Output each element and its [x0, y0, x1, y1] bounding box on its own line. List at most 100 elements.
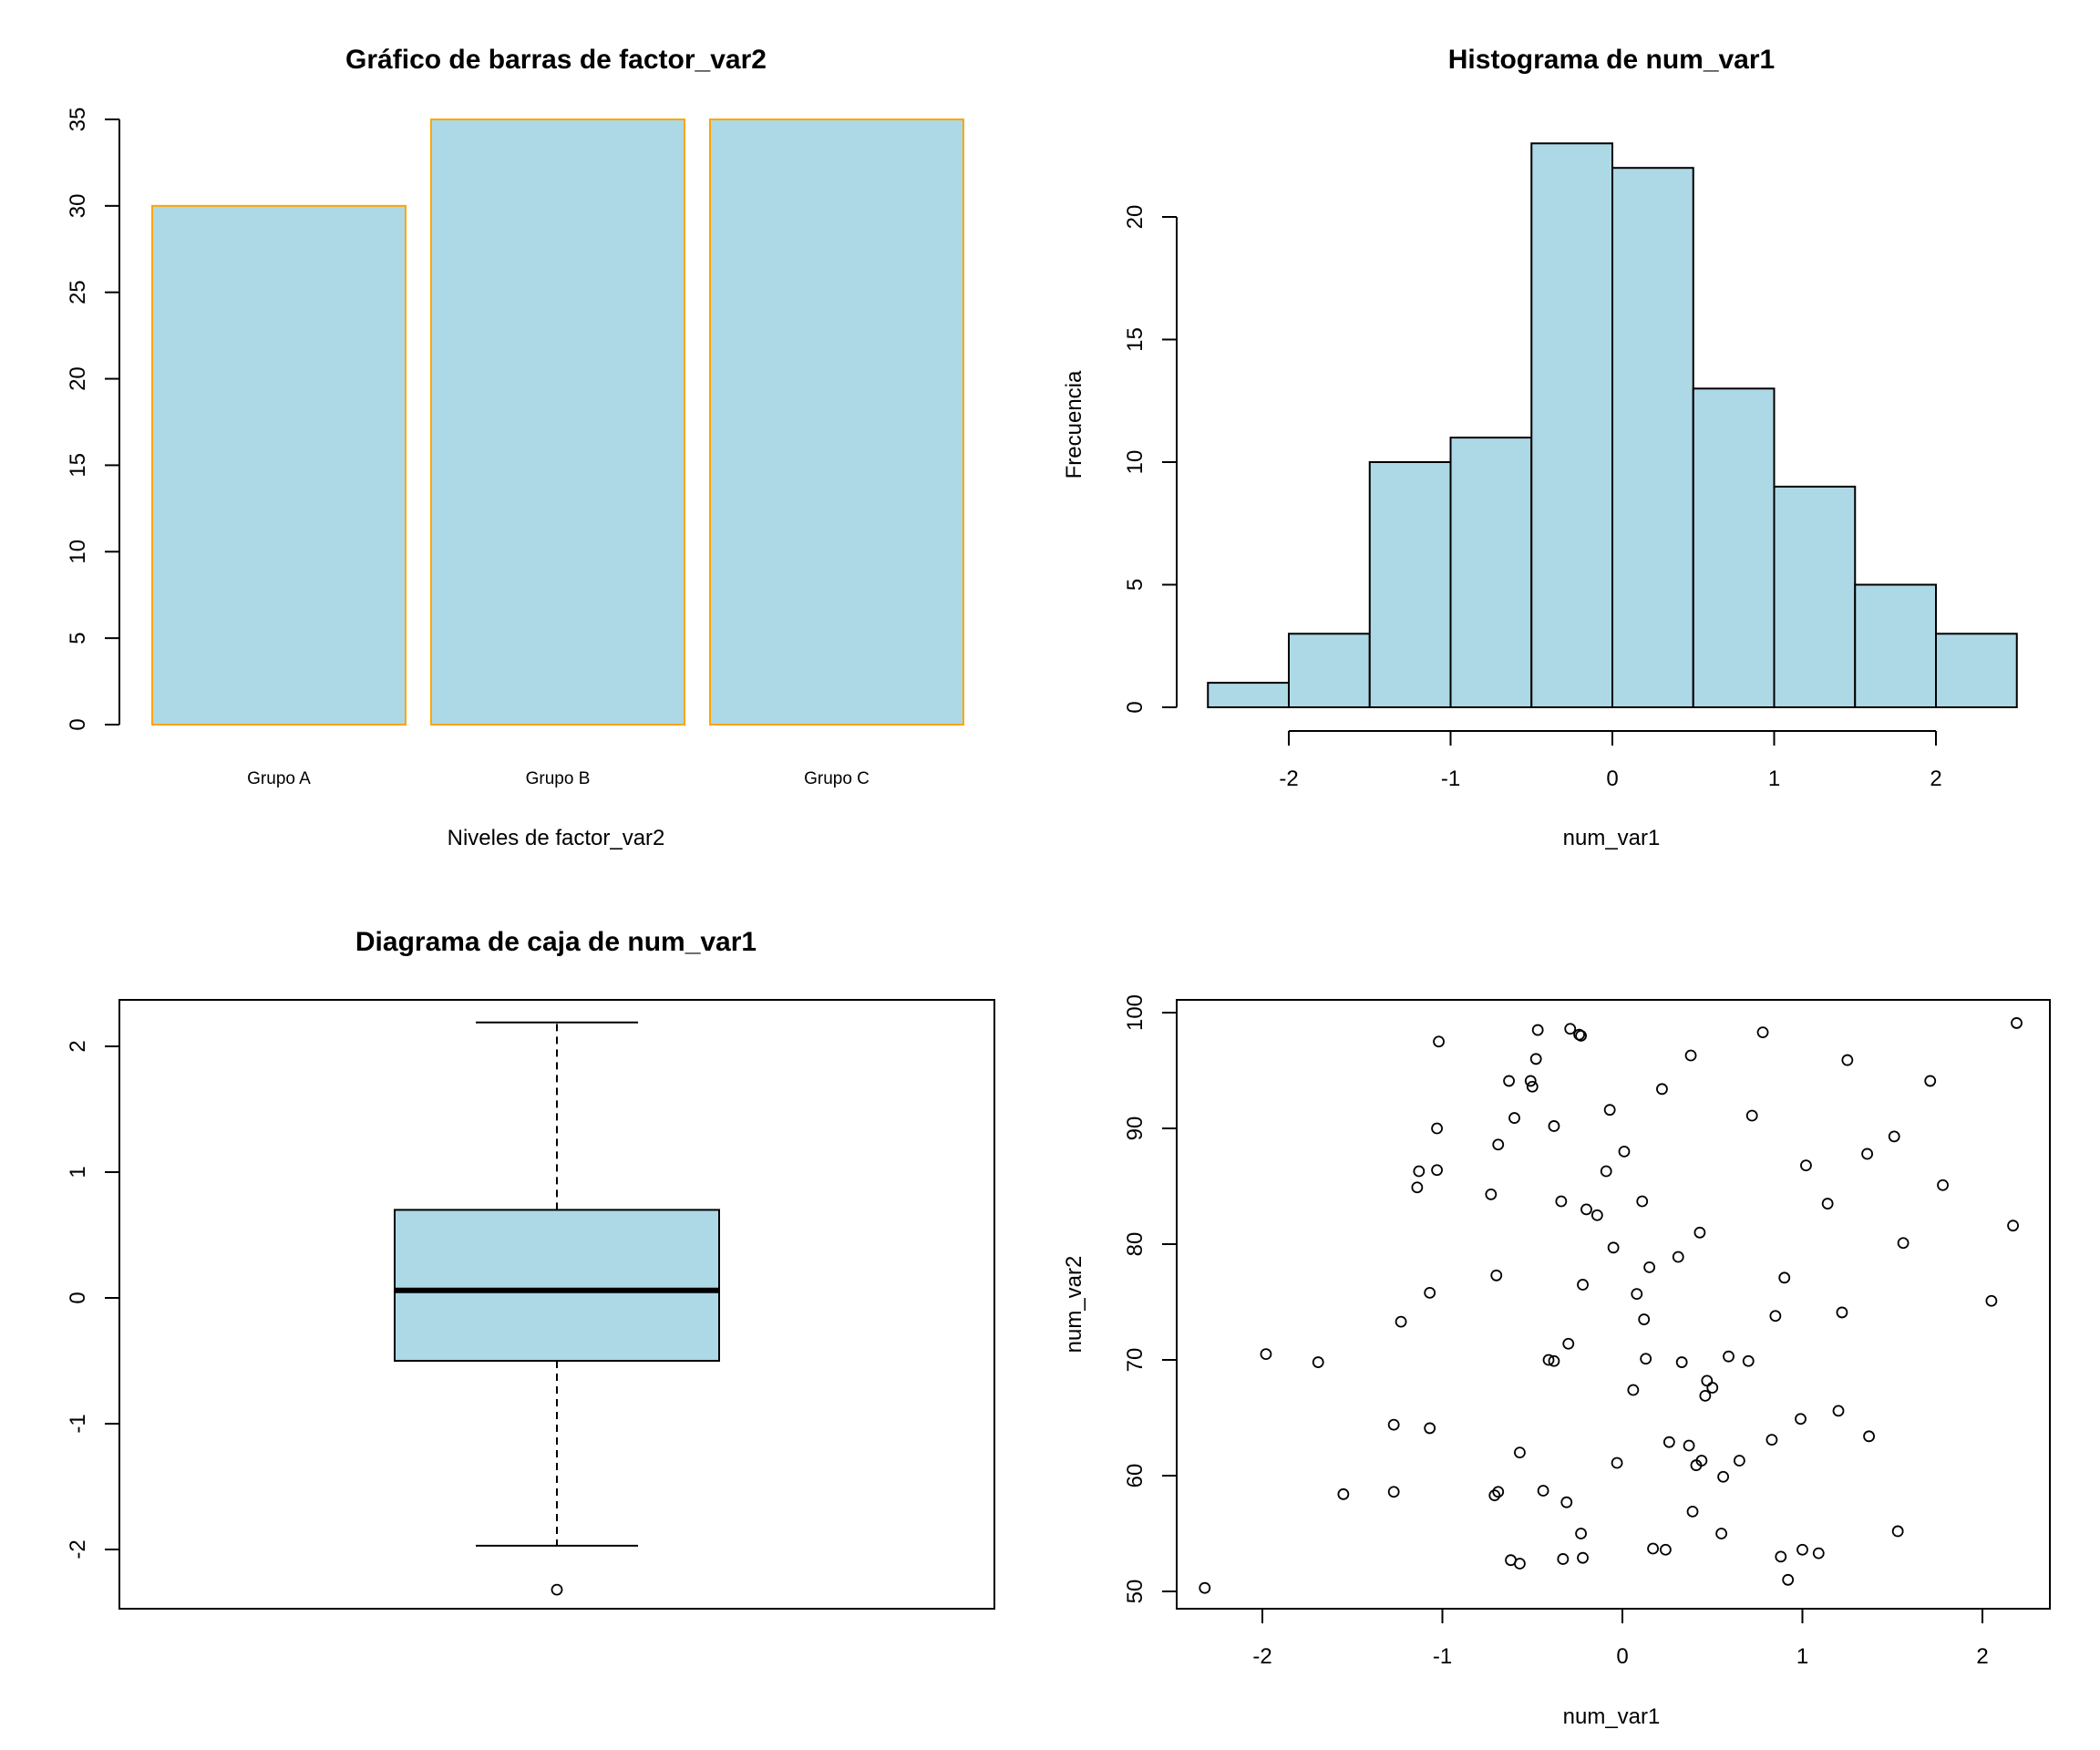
- scatter-point: [1832, 1405, 1845, 1417]
- scatter-point: [1531, 1024, 1544, 1036]
- scatter-point: [1662, 1436, 1675, 1448]
- histogram-x-tick-label: 2: [1930, 767, 1941, 791]
- histogram-y-tick-label: 5: [1123, 579, 1148, 591]
- bar-y-tick-label: 5: [66, 632, 90, 643]
- box-y-tick-label: 1: [66, 1166, 90, 1178]
- scatter-point: [1492, 1138, 1505, 1151]
- scatter-point: [1800, 1159, 1812, 1172]
- histogram-bar: [1611, 167, 1694, 708]
- scatter-point: [1529, 1053, 1542, 1065]
- histogram-bar: [1692, 387, 1776, 708]
- bar-chart-bars: [151, 118, 964, 726]
- histogram-title: Histograma de num_var1: [1448, 45, 1775, 75]
- scatter-point: [1413, 1165, 1426, 1178]
- scatter-point: [1863, 1430, 1875, 1443]
- scatter-point: [1836, 1306, 1848, 1319]
- scatter-plot-panel: -2 -1 0 1 2 50 60 70 80 90 100 num_var1 num_var2: [1062, 994, 2051, 1729]
- box-plot-title: Diagrama de caja de num_var1: [355, 927, 757, 957]
- histogram-x-tick-label: -1: [1441, 767, 1460, 791]
- scatter-point: [1647, 1542, 1659, 1555]
- scatter-point: [1524, 1075, 1537, 1087]
- scatter-point: [1607, 1241, 1620, 1254]
- box-plot-panel: Diagrama de caja de num_var1 -2 -1 0 1 2: [66, 927, 995, 1610]
- scatter-point: [1508, 1112, 1520, 1124]
- scatter-point: [1821, 1198, 1834, 1210]
- scatter-point: [1557, 1553, 1570, 1565]
- scatter-point: [1782, 1573, 1795, 1586]
- scatter-point: [1488, 1489, 1501, 1501]
- scatter-point: [1699, 1389, 1712, 1402]
- scatter-point: [1548, 1354, 1560, 1367]
- histogram-bar: [1935, 633, 2018, 708]
- scatter-point: [1695, 1455, 1708, 1467]
- scatter-point: [1924, 1075, 1937, 1087]
- scatter-y-tick-label: 80: [1123, 1232, 1148, 1257]
- histogram-bar: [1530, 142, 1613, 709]
- histogram-y-tick-label: 20: [1123, 205, 1148, 230]
- scatter-point: [1841, 1054, 1854, 1066]
- scatter-point: [1503, 1075, 1515, 1087]
- scatter-point: [1611, 1457, 1623, 1469]
- scatter-point: [1603, 1104, 1616, 1117]
- bar-chart-panel: Gráfico de barras de factor_var2 0 5 10 15 2…: [66, 45, 964, 850]
- scatter-point: [1756, 1026, 1769, 1038]
- scatter-point: [1564, 1023, 1577, 1035]
- histogram-y-axis: 0 5 10 15 20: [1123, 205, 1178, 714]
- bar-y-tick-label: 20: [66, 366, 90, 391]
- scatter-point: [1683, 1439, 1695, 1452]
- histogram-bar: [1288, 633, 1371, 708]
- scatter-point: [2011, 1017, 2023, 1029]
- scatter-y-tick-label: 90: [1123, 1117, 1148, 1141]
- scatter-point: [1812, 1547, 1825, 1560]
- bar: [151, 204, 407, 726]
- histogram-bar: [1207, 682, 1290, 708]
- bar-chart-y-axis: 0 5 10 15 20 25 30 35: [66, 108, 120, 731]
- histogram-y-tick-label: 0: [1123, 701, 1148, 713]
- scatter-point: [1715, 1528, 1728, 1539]
- scatter-point: [1395, 1315, 1407, 1328]
- bar-y-tick-label: 30: [66, 194, 90, 219]
- bar-chart-category-labels: Grupo A Grupo B Grupo C: [247, 769, 870, 788]
- scatter-point: [1490, 1269, 1503, 1282]
- scatter-point: [1485, 1188, 1498, 1200]
- scatter-point: [1548, 1120, 1560, 1132]
- bar-category-label: Grupo C: [804, 769, 870, 788]
- box-y-tick-label: 2: [66, 1040, 90, 1052]
- scatter-point: [1656, 1083, 1668, 1096]
- histogram-bars: [1207, 142, 2018, 709]
- box-y-tick-label: -1: [66, 1414, 90, 1433]
- scatter-point: [1796, 1543, 1808, 1556]
- scatter-plot-y-axis: 50 60 70 80 90 100: [1123, 994, 1178, 1604]
- scatter-point: [1891, 1525, 1904, 1538]
- histogram-x-axis-label: num_var1: [1563, 826, 1661, 850]
- bar-y-tick-label: 10: [66, 540, 90, 564]
- scatter-plot-y-axis-label: num_var2: [1062, 1256, 1086, 1354]
- scatter-point: [1312, 1356, 1324, 1368]
- scatter-y-tick-label: 50: [1123, 1580, 1148, 1604]
- scatter-point: [1618, 1146, 1631, 1158]
- scatter-point: [1627, 1384, 1640, 1396]
- scatter-y-tick-label: 70: [1123, 1348, 1148, 1373]
- scatter-point: [1675, 1356, 1688, 1368]
- histogram-y-tick-label: 15: [1123, 327, 1148, 352]
- scatter-x-tick-label: -2: [1252, 1644, 1271, 1669]
- scatter-point: [1775, 1550, 1787, 1563]
- scatter-point: [1643, 1261, 1656, 1273]
- scatter-point: [2007, 1220, 2019, 1232]
- scatter-point: [1580, 1203, 1592, 1216]
- box-plot-elements: [394, 1021, 720, 1596]
- scatter-point: [1985, 1294, 1998, 1307]
- bar-y-tick-label: 15: [66, 453, 90, 478]
- scatter-plot-x-axis: -2 -1 0 1 2: [1252, 1608, 1989, 1669]
- scatter-point: [1577, 1551, 1589, 1564]
- scatter-point: [1660, 1543, 1672, 1556]
- scatter-point: [1514, 1558, 1526, 1570]
- scatter-point: [1742, 1354, 1755, 1367]
- scatter-plot-x-axis-label: num_var1: [1563, 1704, 1661, 1729]
- scatter-point: [1575, 1030, 1587, 1042]
- scatter-point: [1888, 1130, 1900, 1143]
- bar-category-label: Grupo A: [247, 769, 311, 788]
- scatter-point: [1600, 1165, 1612, 1178]
- scatter-point: [1693, 1226, 1706, 1239]
